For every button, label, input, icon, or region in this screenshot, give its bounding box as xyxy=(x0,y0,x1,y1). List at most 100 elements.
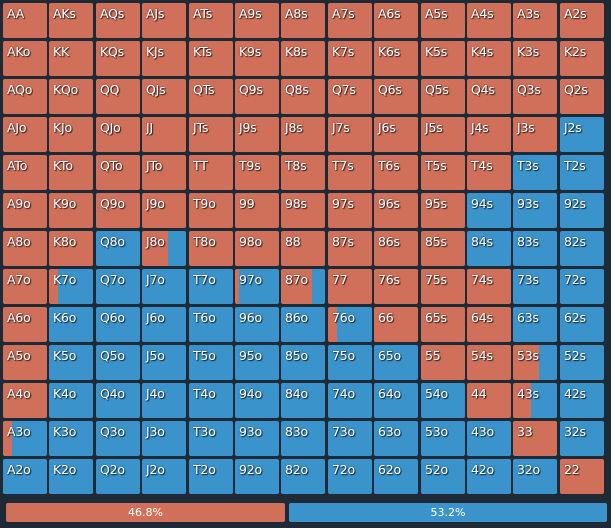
hand-cell[interactable]: Q9o xyxy=(96,193,140,228)
hand-cell[interactable]: 98o xyxy=(235,231,279,266)
hand-cell[interactable]: A8o xyxy=(3,231,47,266)
hand-cell[interactable]: K6s xyxy=(374,41,418,76)
hand-cell[interactable]: T6s xyxy=(374,155,418,190)
hand-cell[interactable]: J2s xyxy=(560,117,604,152)
hand-cell[interactable]: 43s xyxy=(513,383,557,418)
hand-cell[interactable]: A6s xyxy=(374,3,418,38)
hand-cell[interactable]: T7s xyxy=(328,155,372,190)
hand-cell[interactable]: K8o xyxy=(49,231,93,266)
hand-cell[interactable]: 63s xyxy=(513,307,557,342)
hand-cell[interactable]: Q9s xyxy=(235,79,279,114)
hand-cell[interactable]: A2s xyxy=(560,3,604,38)
hand-cell[interactable]: 86s xyxy=(374,231,418,266)
hand-cell[interactable]: TT xyxy=(189,155,233,190)
hand-cell[interactable]: 54o xyxy=(421,383,465,418)
hand-cell[interactable]: T6o xyxy=(189,307,233,342)
hand-cell[interactable]: J6s xyxy=(374,117,418,152)
hand-cell[interactable]: QJo xyxy=(96,117,140,152)
hand-cell[interactable]: A5o xyxy=(3,345,47,380)
hand-cell[interactable]: KJs xyxy=(142,41,186,76)
hand-cell[interactable]: 42s xyxy=(560,383,604,418)
hand-cell[interactable]: T2o xyxy=(189,459,233,494)
hand-cell[interactable]: A9s xyxy=(235,3,279,38)
hand-cell[interactable]: 97s xyxy=(328,193,372,228)
hand-cell[interactable]: 98s xyxy=(281,193,325,228)
hand-cell[interactable]: 87o xyxy=(281,269,325,304)
hand-cell[interactable]: JJ xyxy=(142,117,186,152)
hand-cell[interactable]: 86o xyxy=(281,307,325,342)
hand-cell[interactable]: 54s xyxy=(467,345,511,380)
hand-cell[interactable]: Q5s xyxy=(421,79,465,114)
hand-cell[interactable]: Q7s xyxy=(328,79,372,114)
hand-cell[interactable]: J2o xyxy=(142,459,186,494)
hand-cell[interactable]: 74o xyxy=(328,383,372,418)
hand-cell[interactable]: T9s xyxy=(235,155,279,190)
hand-cell[interactable]: Q5o xyxy=(96,345,140,380)
hand-cell[interactable]: 73o xyxy=(328,421,372,456)
hand-cell[interactable]: J8o xyxy=(142,231,186,266)
hand-cell[interactable]: AA xyxy=(3,3,47,38)
hand-cell[interactable]: KQo xyxy=(49,79,93,114)
hand-cell[interactable]: J9o xyxy=(142,193,186,228)
hand-cell[interactable]: T3o xyxy=(189,421,233,456)
hand-cell[interactable]: K9o xyxy=(49,193,93,228)
hand-cell[interactable]: T2s xyxy=(560,155,604,190)
hand-cell[interactable]: K8s xyxy=(281,41,325,76)
hand-cell[interactable]: T4o xyxy=(189,383,233,418)
hand-cell[interactable]: 53o xyxy=(421,421,465,456)
hand-cell[interactable]: 87s xyxy=(328,231,372,266)
hand-cell[interactable]: QQ xyxy=(96,79,140,114)
hand-cell[interactable]: Q4o xyxy=(96,383,140,418)
hand-cell[interactable]: ATo xyxy=(3,155,47,190)
hand-cell[interactable]: AJs xyxy=(142,3,186,38)
hand-cell[interactable]: AQs xyxy=(96,3,140,38)
hand-cell[interactable]: AKs xyxy=(49,3,93,38)
hand-cell[interactable]: T7o xyxy=(189,269,233,304)
hand-cell[interactable]: 64o xyxy=(374,383,418,418)
hand-cell[interactable]: QJs xyxy=(142,79,186,114)
hand-cell[interactable]: A9o xyxy=(3,193,47,228)
hand-cell[interactable]: Q6o xyxy=(96,307,140,342)
hand-cell[interactable]: 52s xyxy=(560,345,604,380)
hand-cell[interactable]: T8o xyxy=(189,231,233,266)
hand-cell[interactable]: J7s xyxy=(328,117,372,152)
hand-cell[interactable]: 44 xyxy=(467,383,511,418)
hand-cell[interactable]: 76o xyxy=(328,307,372,342)
hand-cell[interactable]: K4o xyxy=(49,383,93,418)
hand-cell[interactable]: 85s xyxy=(421,231,465,266)
hand-cell[interactable]: 32s xyxy=(560,421,604,456)
hand-cell[interactable]: KQs xyxy=(96,41,140,76)
hand-cell[interactable]: T5s xyxy=(421,155,465,190)
hand-cell[interactable]: 92o xyxy=(235,459,279,494)
hand-cell[interactable]: AQo xyxy=(3,79,47,114)
hand-cell[interactable]: A4s xyxy=(467,3,511,38)
hand-cell[interactable]: T3s xyxy=(513,155,557,190)
hand-cell[interactable]: 92s xyxy=(560,193,604,228)
hand-cell[interactable]: 94s xyxy=(467,193,511,228)
hand-cell[interactable]: JTs xyxy=(189,117,233,152)
hand-cell[interactable]: 43o xyxy=(467,421,511,456)
hand-cell[interactable]: 76s xyxy=(374,269,418,304)
hand-cell[interactable]: 75s xyxy=(421,269,465,304)
hand-cell[interactable]: 55 xyxy=(421,345,465,380)
hand-cell[interactable]: A4o xyxy=(3,383,47,418)
hand-cell[interactable]: Q8o xyxy=(96,231,140,266)
hand-cell[interactable]: 93s xyxy=(513,193,557,228)
hand-cell[interactable]: 95o xyxy=(235,345,279,380)
hand-cell[interactable]: QTo xyxy=(96,155,140,190)
hand-cell[interactable]: 72s xyxy=(560,269,604,304)
hand-cell[interactable]: J5s xyxy=(421,117,465,152)
hand-cell[interactable]: T5o xyxy=(189,345,233,380)
hand-cell[interactable]: K3s xyxy=(513,41,557,76)
hand-cell[interactable]: KJo xyxy=(49,117,93,152)
hand-cell[interactable]: 53s xyxy=(513,345,557,380)
hand-cell[interactable]: A7o xyxy=(3,269,47,304)
hand-cell[interactable]: 63o xyxy=(374,421,418,456)
hand-cell[interactable]: Q2s xyxy=(560,79,604,114)
hand-cell[interactable]: 88 xyxy=(281,231,325,266)
hand-cell[interactable]: 22 xyxy=(560,459,604,494)
hand-cell[interactable]: KTs xyxy=(189,41,233,76)
hand-cell[interactable]: 97o xyxy=(235,269,279,304)
hand-cell[interactable]: Q3s xyxy=(513,79,557,114)
hand-cell[interactable]: A8s xyxy=(281,3,325,38)
